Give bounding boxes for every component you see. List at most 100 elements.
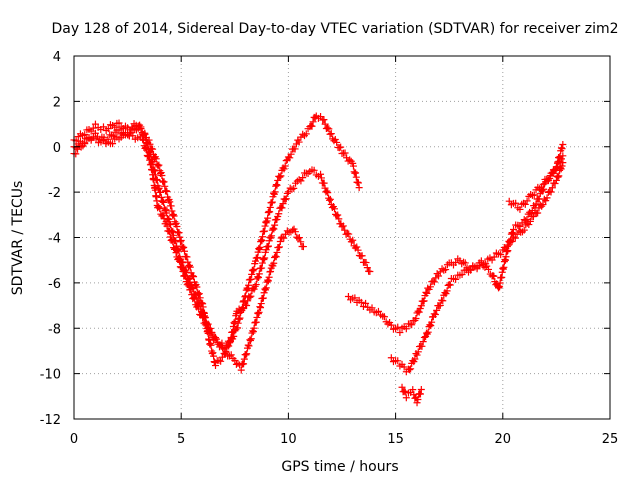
data-point-marker [277, 172, 285, 180]
data-point-marker [346, 156, 354, 164]
y-tick-label: 2 [53, 95, 61, 110]
y-tick-label: -8 [48, 322, 61, 337]
data-point-marker [282, 195, 290, 203]
data-point-marker [235, 315, 243, 323]
data-point-marker [283, 189, 291, 197]
data-point-marker [415, 308, 423, 316]
data-point-marker [198, 299, 206, 307]
data-point-marker [334, 211, 342, 219]
data-point-marker [317, 174, 325, 182]
data-point-marker [163, 188, 171, 196]
data-point-marker [258, 264, 266, 272]
data-point-marker [411, 394, 419, 402]
data-point-marker [406, 366, 414, 374]
data-point-marker [260, 255, 268, 263]
data-point-marker [249, 267, 257, 275]
data-point-marker [273, 248, 281, 256]
data-point-marker [268, 198, 276, 206]
data-point-marker [129, 132, 137, 140]
data-point-marker [458, 270, 466, 278]
data-point-marker [166, 198, 174, 206]
data-point-marker [539, 200, 547, 208]
data-point-marker [420, 333, 428, 341]
data-point-marker [162, 206, 170, 214]
series-trace-g [505, 152, 567, 213]
data-point-marker [203, 320, 211, 328]
data-point-marker [490, 253, 498, 261]
data-point-marker [252, 281, 260, 289]
data-point-marker [295, 138, 303, 146]
data-point-marker [210, 352, 218, 360]
data-point-marker [355, 184, 363, 192]
data-point-marker [169, 210, 177, 218]
data-point-marker [179, 267, 187, 275]
grid-lines [74, 56, 610, 419]
data-point-marker [299, 174, 307, 182]
data-point-marker [91, 129, 99, 137]
data-point-marker [234, 324, 242, 332]
data-point-marker [99, 123, 107, 131]
data-point-marker [440, 266, 448, 274]
data-point-marker [426, 283, 434, 291]
data-point-marker [345, 230, 353, 238]
data-point-marker [467, 265, 475, 273]
data-point-marker [507, 236, 515, 244]
data-point-marker [267, 268, 275, 276]
data-point-marker [250, 265, 258, 273]
data-point-marker [337, 143, 345, 151]
data-point-marker [176, 238, 184, 246]
data-point-marker [137, 125, 145, 133]
x-tick-label: 0 [70, 432, 78, 447]
data-point-marker [159, 197, 167, 205]
data-point-marker [231, 357, 239, 365]
series-trace-c [70, 129, 307, 374]
data-point-marker [323, 187, 331, 195]
data-point-marker [283, 227, 291, 235]
data-point-marker [191, 281, 199, 289]
data-point-marker [261, 222, 269, 230]
data-point-marker [250, 324, 258, 332]
data-point-marker [117, 133, 125, 141]
data-point-marker [380, 313, 388, 321]
data-point-marker [272, 182, 280, 190]
data-point-marker [489, 272, 497, 280]
data-point-marker [521, 200, 529, 208]
data-point-marker [217, 357, 225, 365]
data-point-marker [295, 234, 303, 242]
data-point-marker [271, 254, 279, 262]
data-point-marker [287, 150, 295, 158]
data-point-marker [262, 246, 270, 254]
data-point-marker [431, 310, 439, 318]
data-point-marker [172, 249, 180, 257]
data-point-marker [396, 328, 404, 336]
data-point-marker [159, 177, 167, 185]
data-point-marker [557, 144, 565, 152]
data-point-marker [247, 292, 255, 300]
data-point-marker [299, 243, 307, 251]
x-tick-label: 10 [280, 432, 297, 447]
data-point-marker [490, 272, 498, 280]
data-point-marker [320, 116, 328, 124]
data-point-marker [538, 202, 546, 210]
data-point-marker [434, 272, 442, 280]
data-point-marker [559, 152, 567, 160]
data-point-marker [255, 270, 263, 278]
data-point-marker [270, 225, 278, 233]
data-point-marker [497, 251, 505, 259]
data-point-marker [264, 214, 272, 222]
data-point-marker [384, 320, 392, 328]
data-point-marker [254, 254, 262, 262]
data-point-marker [459, 258, 467, 266]
data-point-marker [530, 191, 538, 199]
data-point-marker [520, 226, 528, 234]
data-point-marker [414, 395, 422, 403]
data-point-marker [280, 234, 288, 242]
data-point-marker [173, 222, 181, 230]
data-point-marker [280, 165, 288, 173]
data-point-marker [240, 360, 248, 368]
data-point-marker [398, 383, 406, 391]
data-point-marker [246, 293, 254, 301]
data-point-marker [238, 361, 246, 369]
data-point-marker [249, 328, 257, 336]
